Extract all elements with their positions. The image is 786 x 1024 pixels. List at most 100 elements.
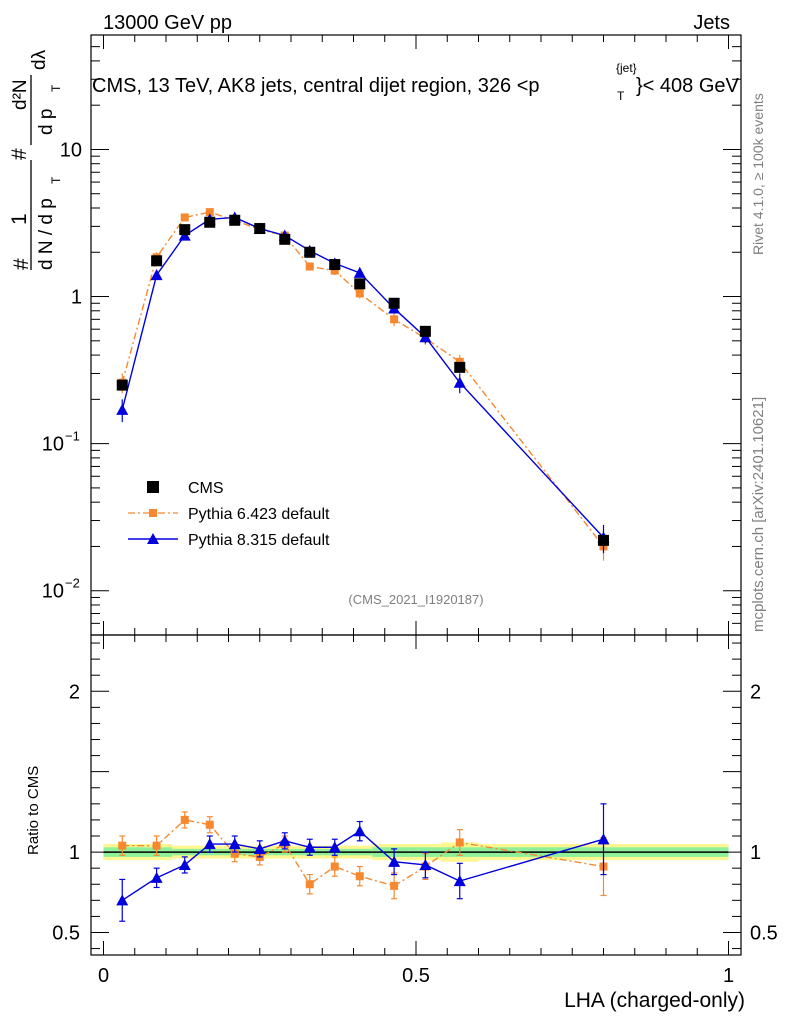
title-sub: T [617, 89, 625, 103]
cms-point [419, 325, 431, 337]
cms-point [354, 278, 366, 290]
ratio-point [150, 871, 163, 883]
ylabel-hash2: # [8, 148, 31, 160]
mcplots-label: mcplots.cern.ch [arXiv:2401.10621] [750, 397, 767, 632]
ratio-point [203, 838, 216, 850]
header-right: Jets [693, 12, 730, 34]
title-tail: }< 408 GeV [636, 75, 740, 97]
legend-label-cms: CMS [188, 480, 224, 497]
series [116, 208, 610, 922]
y-tick-label-0: 10 −2 [42, 576, 80, 603]
ratio-error-band [103, 842, 729, 862]
ratio-frame [90, 634, 742, 956]
legend-label-pythia8: Pythia 8.315 default [188, 532, 330, 549]
x-tick-label-0: 0 [98, 965, 109, 987]
main-point [455, 357, 464, 366]
y-tick-base: 10 [42, 434, 64, 456]
x-tick-label-2: 1 [723, 965, 734, 987]
cms-point [279, 233, 291, 245]
series-pythia8 [116, 211, 610, 922]
ratio-point [178, 858, 191, 871]
ratio-point [355, 872, 364, 881]
ratio-point [253, 842, 266, 854]
legend-marker-cms [147, 481, 159, 493]
ratio-point [388, 855, 401, 867]
title-sup: {jet} [616, 61, 637, 75]
y-tick-base: 10 [60, 139, 82, 161]
cms-point [598, 534, 609, 546]
ratio-point [116, 894, 129, 906]
analysis-id: (CMS_2021_I1920187) [348, 592, 483, 607]
ratio-y-axis-label: Ratio to CMS [25, 766, 42, 855]
ylabel-one: 1 [8, 213, 31, 225]
ratio-point [305, 880, 314, 889]
y-tick-base: 10 [42, 581, 64, 603]
ylabel-den: d N / d p [36, 198, 57, 270]
ratio-ytick-label-left-1: 1 [69, 842, 80, 864]
main-point [305, 262, 314, 271]
ratio-point [230, 849, 239, 858]
ratio-point [303, 841, 316, 853]
ylabel-den-sub: T [49, 176, 63, 184]
cms-point [388, 297, 400, 309]
ylabel-num: d²N [10, 79, 31, 110]
ratio-ytick-label-right-0: 0.5 [750, 922, 778, 944]
cms-point [454, 361, 466, 373]
x-axis-label: LHA (charged-only) [564, 989, 745, 1012]
cms-point [254, 223, 266, 235]
ylabel-num-den-sub: T [49, 84, 63, 92]
ratio-ytick-label-right-1: 1 [750, 842, 761, 864]
legend: CMS Pythia 6.423 default Pythia 8.315 de… [128, 480, 330, 549]
ratio-point [453, 875, 466, 887]
header-left: 13000 GeV pp [103, 12, 232, 34]
title-main: CMS, 13 TeV, AK8 jets, central dijet reg… [92, 75, 540, 97]
ratio-point [180, 815, 189, 824]
main-point [390, 315, 399, 324]
rivet-label: Rivet 4.1.0, ≥ 100k events [750, 93, 766, 255]
main-point [180, 213, 189, 222]
main-y-axis-label: # 1 d N / d p T # d²N d p T dλ [8, 49, 63, 270]
cms-point [116, 379, 128, 391]
x-tick-label-1: 0.5 [402, 965, 430, 987]
y-tick-exp: −2 [65, 576, 80, 591]
ratio-point [353, 825, 366, 837]
ylabel-num-den: d p [36, 109, 57, 135]
ratio-line [121, 830, 604, 901]
ratio-point [328, 841, 341, 853]
ratio-point [597, 833, 610, 845]
main-point [205, 208, 214, 217]
y-tick-base: 1 [71, 287, 82, 309]
ratio-point [419, 858, 432, 871]
cms-point [229, 214, 241, 226]
legend-label-pythia6: Pythia 6.423 default [188, 506, 330, 523]
main-point [330, 266, 339, 275]
legend-marker-pythia6 [149, 509, 157, 517]
legend-marker-pythia8 [147, 533, 159, 544]
y-tick-label-3: 10 [60, 139, 82, 161]
ratio-point [205, 820, 214, 829]
series-cms [116, 214, 609, 546]
ratio-point [152, 841, 161, 850]
ylabel-dlambda: dλ [29, 49, 50, 70]
y-tick-exp: −1 [65, 429, 80, 444]
ratio-point [455, 838, 464, 847]
ratio-point [330, 862, 339, 871]
plot-title: CMS, 13 TeV, AK8 jets, central dijet reg… [92, 61, 740, 103]
ratio-ytick-label-right-2: 2 [750, 681, 761, 703]
ratio-point [228, 838, 241, 850]
y-tick-label-1: 10 −1 [42, 429, 80, 456]
cms-point [151, 255, 163, 267]
cms-point [179, 224, 191, 236]
cms-point [304, 246, 316, 258]
main-point [453, 376, 466, 388]
cms-point [329, 259, 341, 271]
ratio-point [118, 841, 127, 850]
ratio-point [390, 881, 399, 890]
ylabel-hash1: # [10, 258, 33, 270]
ratio-point [278, 834, 291, 846]
main-point [150, 269, 163, 281]
y-tick-label-2: 1 [71, 287, 82, 309]
main-point [116, 403, 129, 415]
